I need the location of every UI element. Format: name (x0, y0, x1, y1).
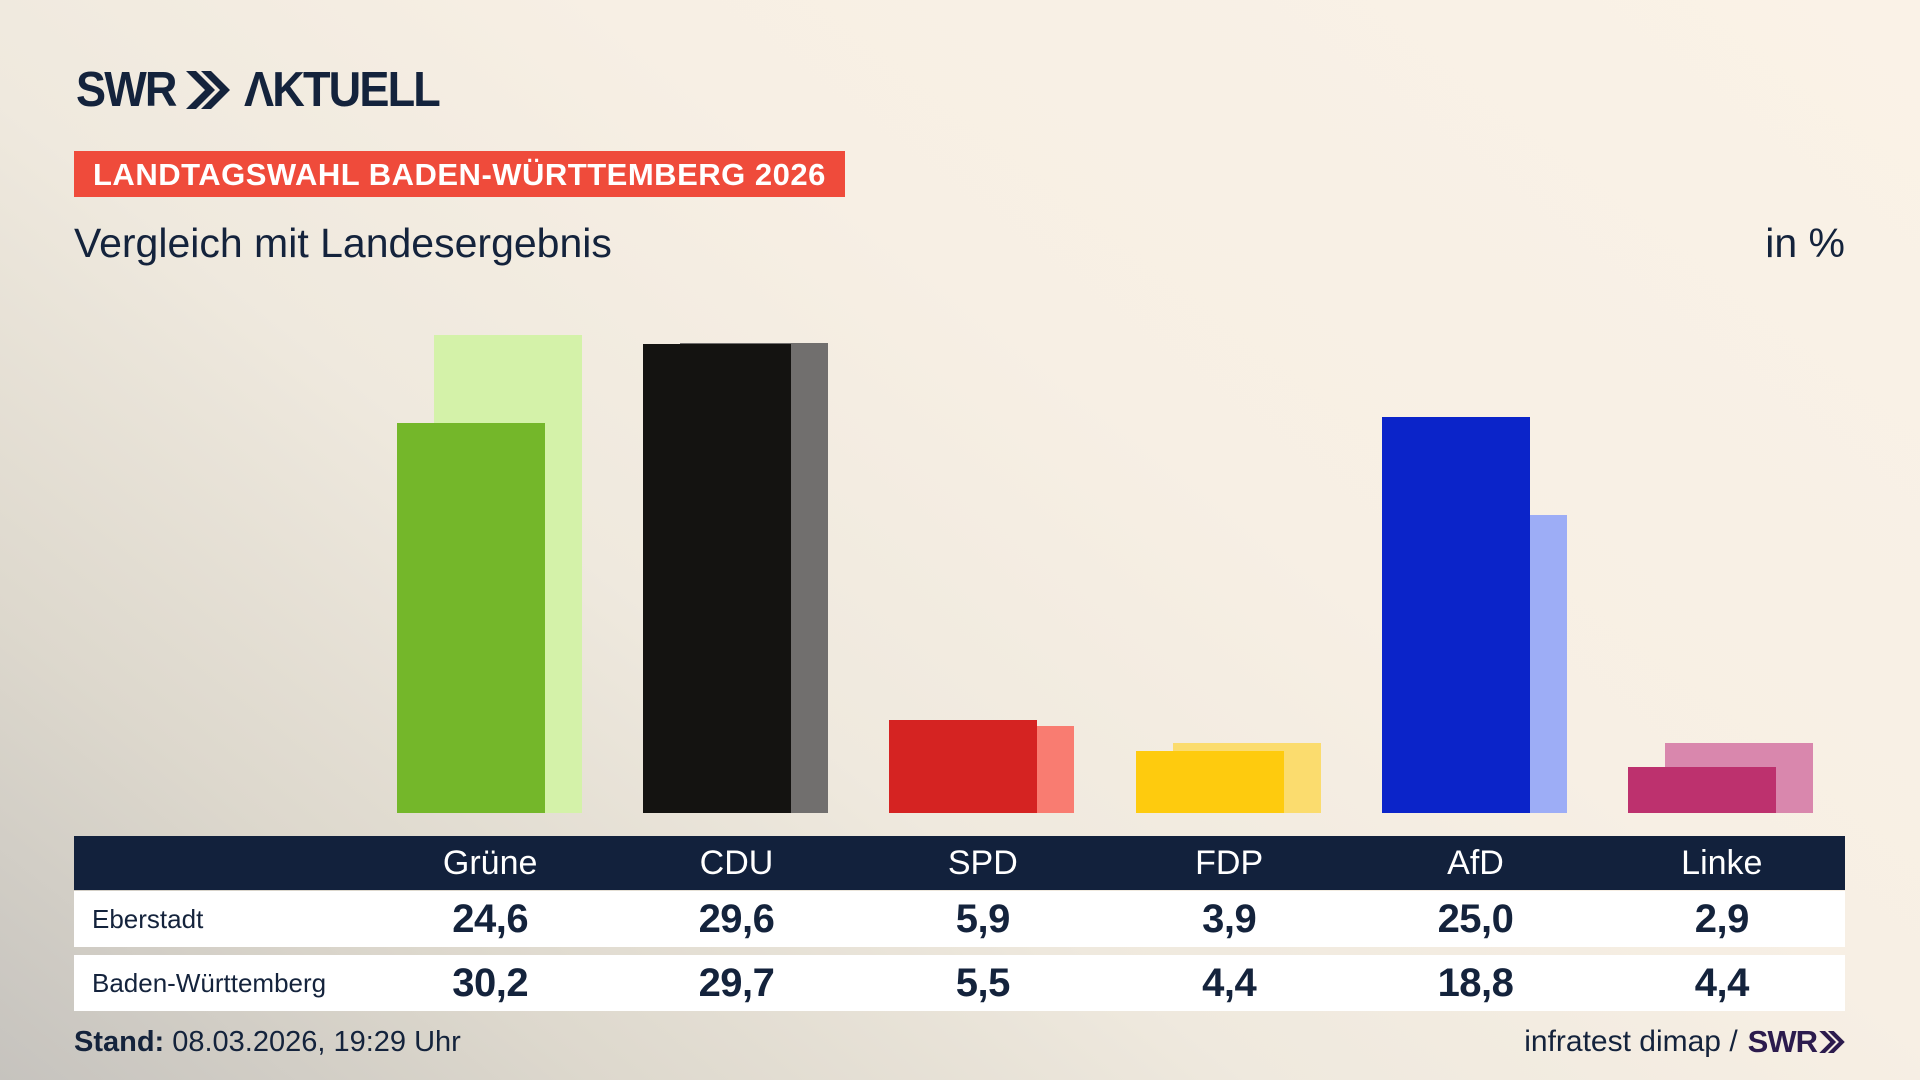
source-text: infratest dimap / (1524, 1025, 1738, 1058)
swr-logo-text: SWR (76, 63, 178, 117)
swr-aktuell-logo: SWR ΛKTUELL (76, 63, 456, 117)
bar-foreground-gr-ne (397, 423, 545, 813)
row-label-baden-w-rttemberg: Baden-Württemberg (92, 967, 327, 998)
row-label-eberstadt: Eberstadt (92, 903, 204, 934)
stand-value: 08.03.2026, 19:29 Uhr (172, 1025, 461, 1058)
bar-foreground-fdp (1135, 751, 1284, 813)
swr-footer-chevrons-icon (1819, 1031, 1845, 1053)
stand-label: Stand: (74, 1025, 165, 1058)
value-baden-w-rttemberg-afd: 18,8 (1437, 960, 1514, 1005)
swr-footer-logo: SWR (1748, 1024, 1845, 1060)
stand-timestamp: Stand: 08.03.2026, 19:29 Uhr (74, 1026, 461, 1059)
bar-foreground-afd (1381, 417, 1530, 813)
table-row-eberstadt: Eberstadt 24,6 29,6 5,9 3,9 25,0 2,9 (74, 891, 1845, 947)
value-eberstadt-spd: 5,9 (955, 896, 1011, 941)
column-header-gr-ne: Grüne (442, 843, 538, 882)
footer: Stand: 08.03.2026, 19:29 Uhr infratest di… (74, 1024, 1845, 1060)
value-eberstadt-fdp: 3,9 (1202, 896, 1257, 941)
column-header-cdu: CDU (699, 843, 774, 882)
page-title: Vergleich mit Landesergebnis (74, 220, 612, 266)
results-table: Grüne CDU SPD FDP AfD Linke Eberstadt 24,6 29,6… (74, 836, 1845, 1011)
column-header-linke: Linke (1681, 843, 1763, 882)
column-header-fdp: FDP (1195, 843, 1264, 882)
table-row-baden-wuerttemberg: Baden-Württemberg 30,2 29,7 5,5 4,4 18,8 4,4 (74, 955, 1845, 1011)
value-eberstadt-afd: 25,0 (1437, 896, 1514, 941)
value-baden-w-rttemberg-cdu: 29,7 (698, 960, 775, 1005)
value-eberstadt-linke: 2,9 (1694, 896, 1750, 941)
aktuell-logo-text: ΛKTUELL (244, 63, 441, 117)
swr-chevrons-icon (186, 71, 231, 109)
value-baden-w-rttemberg-gr-ne: 30,2 (452, 960, 529, 1005)
bar-foreground-linke (1628, 767, 1776, 813)
title-row: Vergleich mit Landesergebnis in % (74, 220, 1845, 267)
swr-footer-logo-text: SWR (1747, 1024, 1818, 1059)
bar-foreground-spd (889, 719, 1038, 813)
value-baden-w-rttemberg-fdp: 4,4 (1202, 960, 1257, 1005)
table-header-row: Grüne CDU SPD FDP AfD Linke (74, 836, 1845, 890)
column-header-afd: AfD (1447, 843, 1504, 882)
election-banner: LANDTAGSWAHL BADEN-WÜRTTEMBERG 2026 (74, 151, 845, 197)
value-eberstadt-cdu: 29,6 (698, 896, 775, 941)
column-header-spd: SPD (947, 843, 1018, 882)
value-baden-w-rttemberg-linke: 4,4 (1694, 960, 1750, 1005)
value-eberstadt-gr-ne: 24,6 (452, 896, 529, 941)
bar-chart (74, 333, 1845, 813)
value-baden-w-rttemberg-spd: 5,5 (955, 960, 1011, 1005)
bar-foreground-cdu (643, 344, 792, 813)
unit-label: in % (1765, 220, 1845, 266)
source-credit: infratest dimap / SWR (1524, 1024, 1845, 1060)
